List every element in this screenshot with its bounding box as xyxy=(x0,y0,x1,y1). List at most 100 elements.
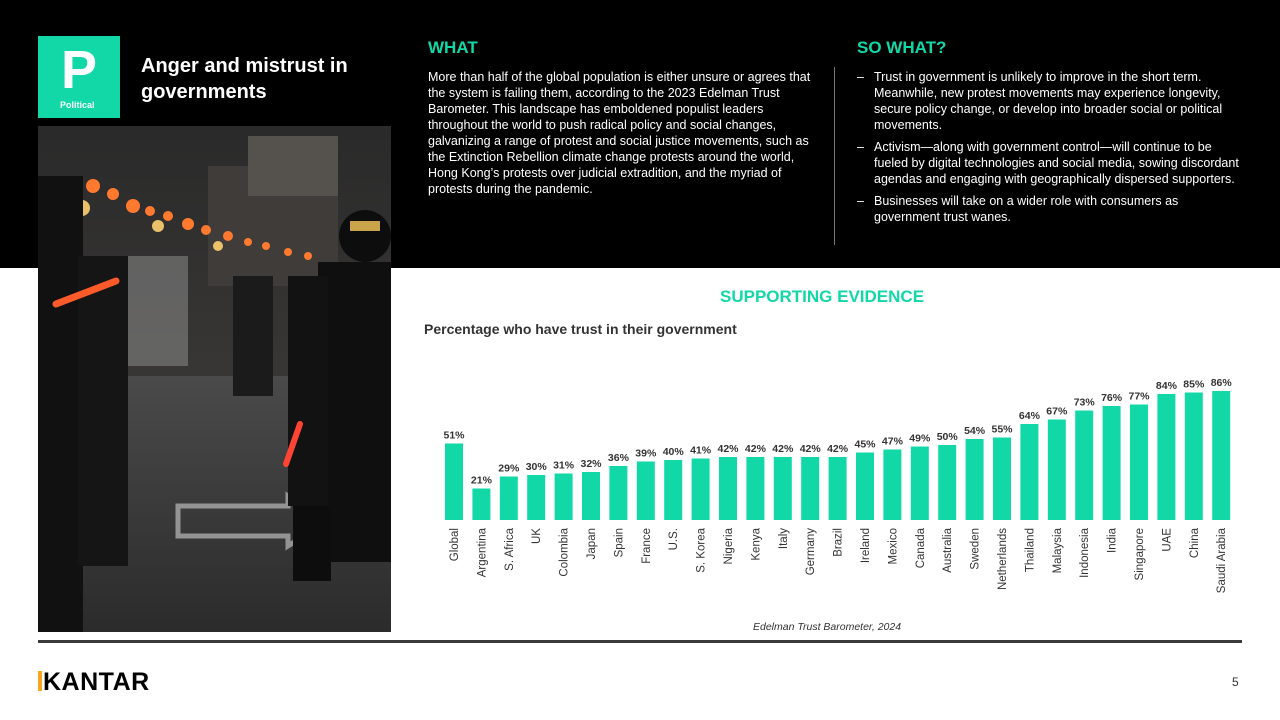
x-tick-label: Canada xyxy=(915,527,927,568)
so-what-bullet: Activism—along with government control—w… xyxy=(857,139,1242,187)
x-tick-label: S. Korea xyxy=(696,527,708,572)
data-label: 77% xyxy=(1128,391,1150,403)
kantar-logo: KANTAR xyxy=(38,668,150,697)
bar-japan xyxy=(582,472,600,520)
bar-global xyxy=(445,443,463,520)
data-label: 54% xyxy=(964,425,986,437)
bar-ireland xyxy=(856,452,874,520)
so-what-bullet: Trust in government is unlikely to impro… xyxy=(857,69,1242,133)
bar-s-africa xyxy=(499,476,518,520)
data-label: 42% xyxy=(827,443,849,455)
x-tick-label: UK xyxy=(531,528,543,544)
bar-saudi-arabia xyxy=(1212,391,1231,520)
data-label: 42% xyxy=(772,443,794,455)
data-label: 39% xyxy=(635,448,657,460)
bar-nigeria xyxy=(719,457,737,520)
x-tick-label: Nigeria xyxy=(723,527,735,564)
x-tick-label: U.S. xyxy=(668,528,680,550)
x-tick-label: Argentina xyxy=(476,527,488,577)
bar-uae xyxy=(1157,394,1176,520)
data-label: 42% xyxy=(745,443,767,455)
bar-canada xyxy=(910,446,929,520)
logo-accent-bar xyxy=(38,671,42,691)
bar-spain xyxy=(609,466,628,520)
data-label: 85% xyxy=(1183,379,1205,391)
bar-china xyxy=(1184,392,1203,520)
data-label: 51% xyxy=(443,430,465,442)
x-tick-label: Netherlands xyxy=(997,528,1009,590)
data-label: 86% xyxy=(1211,377,1233,389)
what-body: More than half of the global population … xyxy=(428,70,811,196)
data-label: 42% xyxy=(800,443,822,455)
so-what-heading: SO WHAT? xyxy=(857,38,947,57)
data-label: 21% xyxy=(471,475,493,487)
data-label: 67% xyxy=(1046,406,1068,418)
x-tick-label: Malaysia xyxy=(1052,527,1064,573)
so-what-list: Trust in government is unlikely to impro… xyxy=(857,69,1242,231)
data-label: 84% xyxy=(1156,380,1178,392)
page-number: 5 xyxy=(1232,675,1239,689)
data-label: 32% xyxy=(580,458,602,470)
x-tick-label: India xyxy=(1107,527,1119,553)
supporting-evidence-heading: SUPPORTING EVIDENCE xyxy=(720,287,925,306)
x-tick-label: S. Africa xyxy=(504,527,516,570)
x-tick-label: Brazil xyxy=(833,528,845,557)
x-tick-label: Indonesia xyxy=(1079,527,1091,577)
x-tick-label: Germany xyxy=(805,528,817,576)
x-tick-label: Saudi Arabia xyxy=(1216,527,1228,593)
x-tick-label: Sweden xyxy=(970,528,982,570)
data-label: 47% xyxy=(882,436,904,448)
data-label: 29% xyxy=(498,463,520,475)
bar-brazil xyxy=(828,457,847,520)
bar-france xyxy=(636,461,655,520)
data-label: 31% xyxy=(553,460,575,472)
x-tick-label: Italy xyxy=(778,528,790,549)
bar-kenya xyxy=(746,457,765,520)
bar-sweden xyxy=(965,439,984,520)
data-label: 40% xyxy=(663,446,685,458)
bar-mexico xyxy=(883,449,902,520)
data-label: 41% xyxy=(690,445,712,457)
data-label: 42% xyxy=(717,443,739,455)
x-tick-label: Australia xyxy=(942,527,954,572)
logo-text: KANTAR xyxy=(43,668,150,696)
bar-malaysia xyxy=(1047,419,1066,520)
trust-bar-chart: 51% Global 21% Argentina 29% S. Africa 30% UK 31… xyxy=(443,377,1233,593)
bar-netherlands xyxy=(993,437,1011,520)
chart-title: Percentage who have trust in their gover… xyxy=(424,321,737,337)
bar-argentina xyxy=(472,488,491,520)
x-tick-label: China xyxy=(1189,527,1201,558)
x-tick-label: Global xyxy=(449,528,461,561)
what-heading: WHAT xyxy=(428,38,478,57)
x-tick-label: Japan xyxy=(586,528,598,559)
slide-title: Anger and mistrust in governments xyxy=(141,55,348,103)
column-divider xyxy=(834,67,835,245)
footer-rule xyxy=(38,640,1242,643)
bar-thailand xyxy=(1020,424,1039,520)
bar-indonesia xyxy=(1075,410,1094,520)
chart-source: Edelman Trust Barometer, 2024 xyxy=(753,621,902,633)
x-tick-label: Kenya xyxy=(750,527,762,560)
data-label: 49% xyxy=(909,433,931,445)
x-tick-label: Ireland xyxy=(860,528,872,563)
data-label: 73% xyxy=(1074,397,1096,409)
bar-italy xyxy=(773,457,792,520)
data-label: 76% xyxy=(1101,392,1123,404)
x-tick-label: France xyxy=(641,528,653,564)
bar-germany xyxy=(801,457,820,520)
x-tick-label: Spain xyxy=(613,528,625,557)
data-label: 30% xyxy=(526,461,548,473)
x-tick-label: Mexico xyxy=(887,528,899,564)
data-label: 55% xyxy=(991,424,1013,436)
data-label: 50% xyxy=(937,431,959,443)
protest-photo xyxy=(38,126,391,632)
x-tick-label: Colombia xyxy=(559,527,571,576)
x-tick-label: UAE xyxy=(1161,528,1173,552)
category-badge: P Political xyxy=(38,36,120,118)
bar-s-korea xyxy=(691,458,710,520)
bar-u-s- xyxy=(664,460,683,520)
x-tick-label: Thailand xyxy=(1024,528,1036,572)
bar-uk xyxy=(527,475,546,520)
badge-letter: P xyxy=(60,40,98,100)
x-tick-label: Singapore xyxy=(1134,528,1146,580)
